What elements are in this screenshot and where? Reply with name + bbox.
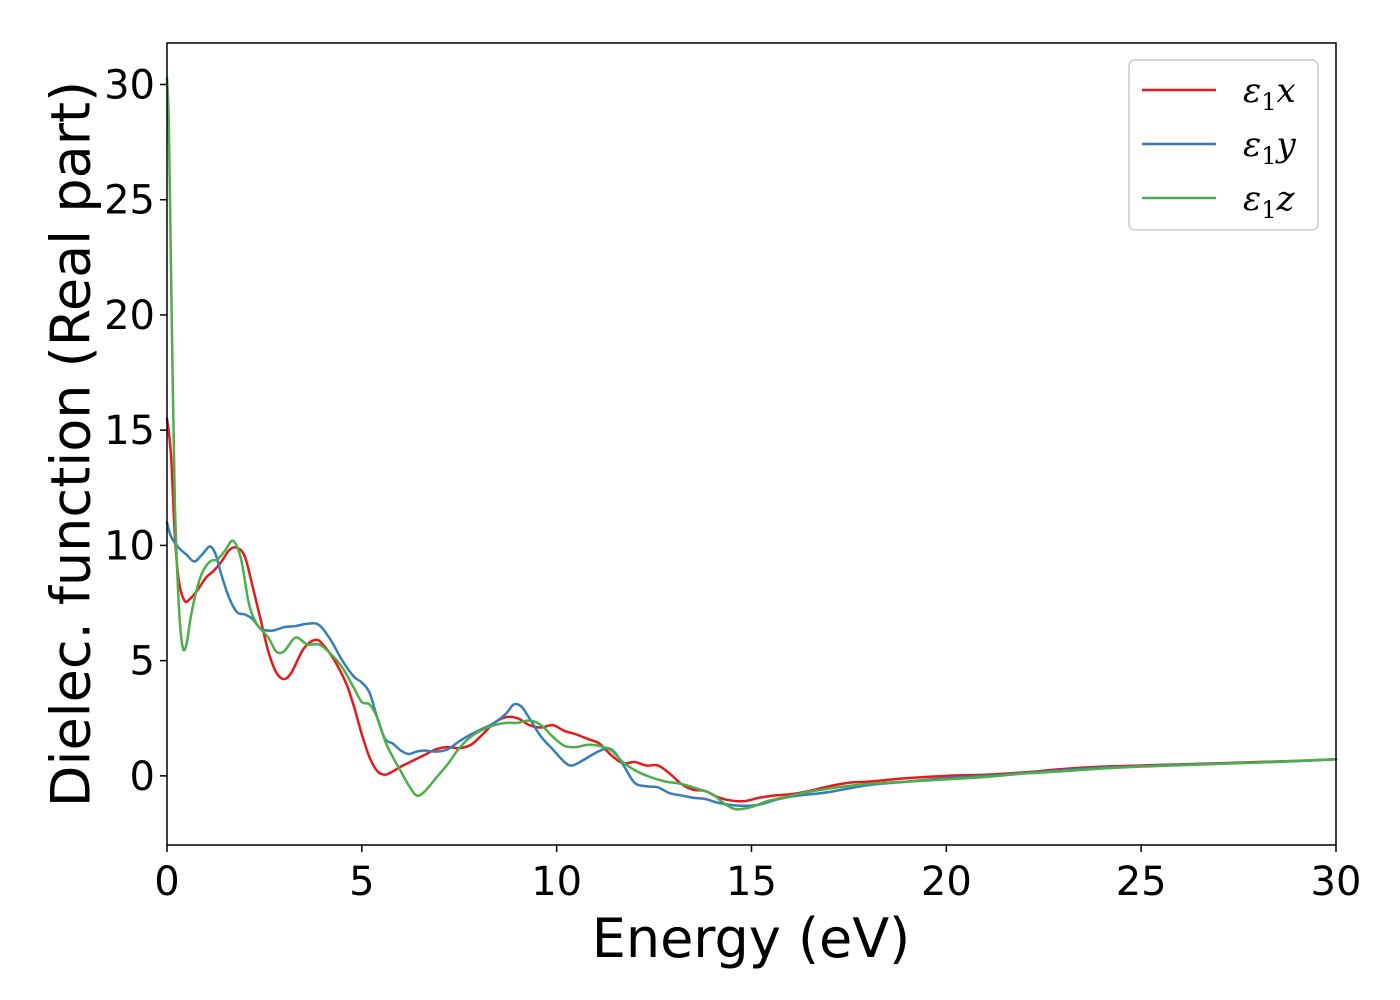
y-tick-label: 25	[104, 178, 155, 224]
x-tick-label: 10	[531, 859, 582, 905]
y-tick-label: 5	[130, 639, 155, 685]
x-tick-label: 25	[1116, 859, 1167, 905]
legend-label-z: ε1z	[1243, 179, 1296, 224]
series-layer	[165, 76, 1338, 811]
y-tick-label: 30	[104, 62, 155, 108]
series-line-x	[165, 417, 1338, 803]
y-tick-label: 15	[104, 408, 155, 454]
x-tick-label: 0	[154, 859, 179, 905]
y-axis-ticks: 0 5 10 15 20 25 30	[104, 62, 167, 800]
series-line-z	[165, 76, 1338, 811]
y-tick-label: 10	[104, 523, 155, 569]
y-tick-label: 0	[130, 754, 155, 800]
legend-label-y: ε1y	[1243, 125, 1297, 170]
x-tick-label: 5	[349, 859, 374, 905]
x-axis-label: Energy (eV)	[592, 907, 911, 970]
x-tick-label: 20	[921, 859, 972, 905]
legend-label-x: ε1x	[1243, 71, 1296, 116]
x-tick-label: 30	[1311, 859, 1362, 905]
y-axis-label: Dielec. function (Real part)	[40, 81, 103, 807]
x-tick-label: 15	[726, 859, 777, 905]
legend-box	[1128, 59, 1319, 231]
y-tick-label: 20	[104, 293, 155, 339]
legend: ε1x ε1y ε1z	[1128, 59, 1319, 231]
x-axis-ticks: 0 5 10 15 20 25 30	[154, 845, 1361, 905]
